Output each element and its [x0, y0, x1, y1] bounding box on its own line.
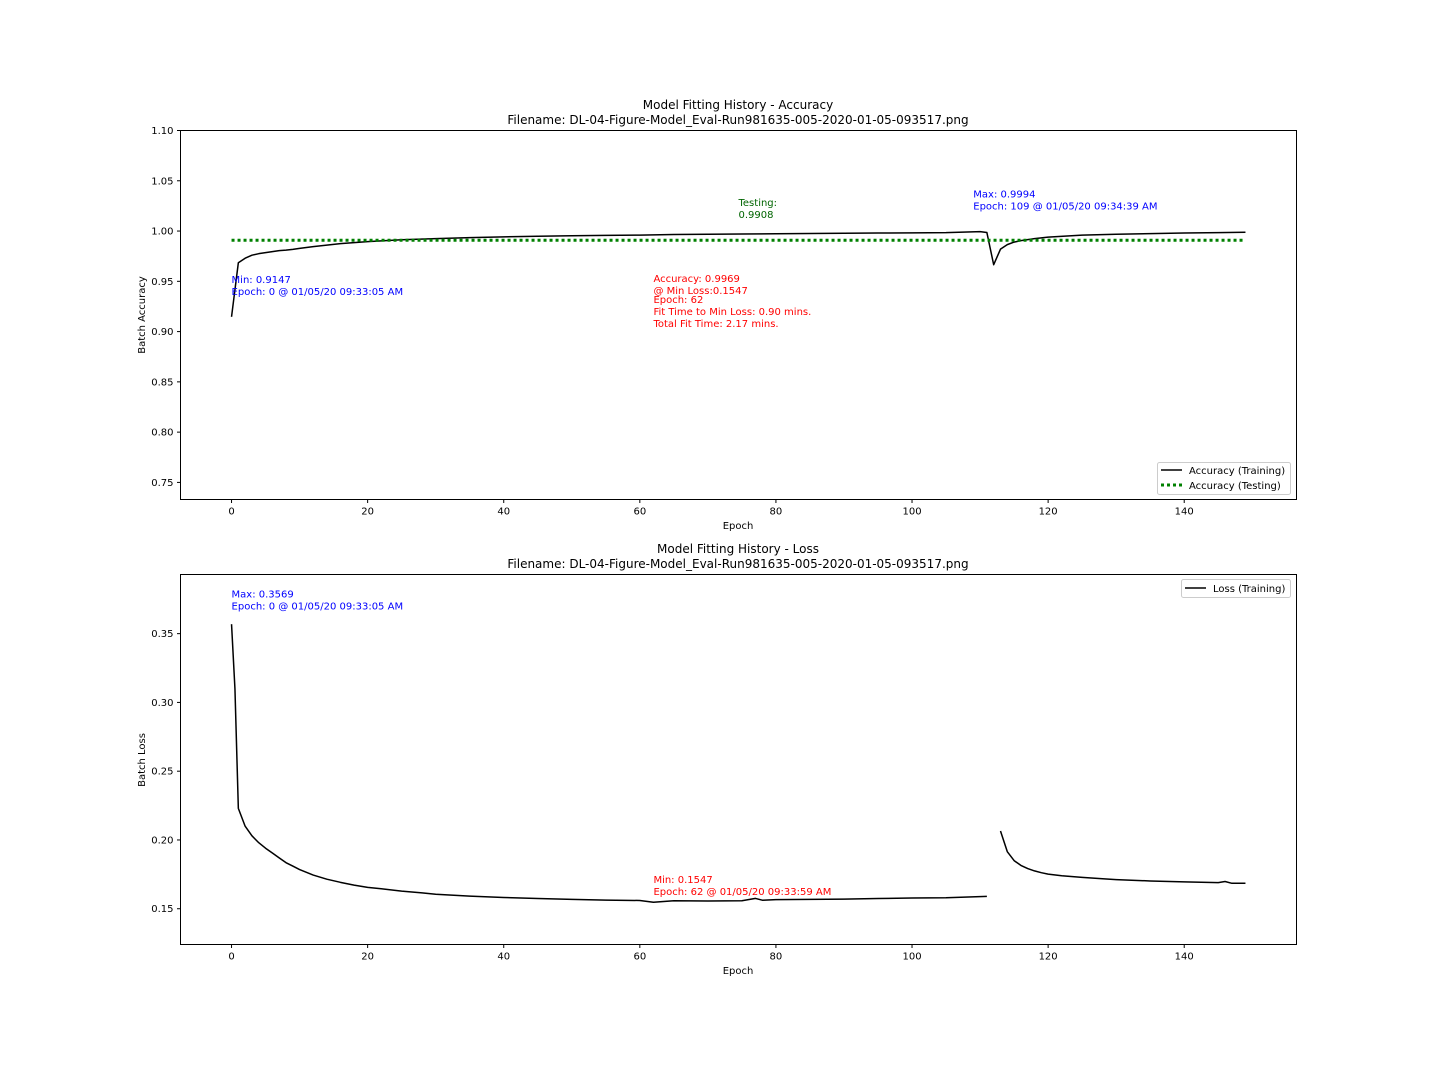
- loss-x-tick-label: 40: [497, 952, 510, 963]
- loss-annotation-2-line: Min: 0.1547: [653, 875, 712, 886]
- accuracy-y-tick-label: 1.00: [151, 227, 173, 238]
- accuracy-annotation-5-line: Total Fit Time: 2.17 mins.: [652, 319, 778, 330]
- accuracy-annotation-3-line: Testing:: [738, 198, 778, 209]
- loss-plot-area: [180, 574, 1297, 945]
- loss-series-1-line: [230, 624, 987, 904]
- accuracy-x-tick-label: 120: [1039, 507, 1058, 518]
- loss-x-tick-label: 80: [770, 952, 783, 963]
- loss-x-tick-label: 0: [228, 952, 234, 963]
- accuracy-y-tick-label: 0.90: [151, 327, 173, 338]
- accuracy-annotation-5-line: Fit Time to Min Loss: 0.90 mins.: [653, 307, 811, 318]
- loss-x-tick-label: 20: [361, 952, 374, 963]
- accuracy-annotation-4-line: @ Min Loss:0.1547: [653, 286, 747, 297]
- accuracy-plot-frame: [180, 130, 1297, 500]
- loss-y-tick-label: 0.25: [151, 767, 173, 778]
- loss-y-tick-label: 0.15: [151, 904, 173, 915]
- accuracy-annotation-1-line: Min: 0.9147: [232, 275, 291, 286]
- accuracy-y-tick-label: 0.75: [151, 478, 173, 489]
- accuracy-x-tick-label: 60: [633, 507, 646, 518]
- loss-series-lines: [230, 624, 1246, 904]
- loss-y-axis-label: Batch Loss: [137, 733, 148, 787]
- loss-y-tick-label: 0.35: [151, 629, 173, 640]
- accuracy-y-tick-label: 0.80: [151, 428, 173, 439]
- loss-x-tick-label: 120: [1039, 952, 1058, 963]
- accuracy-annotation-4-line: Accuracy: 0.9969: [653, 274, 739, 285]
- accuracy-y-axis-label: Batch Accuracy: [137, 276, 148, 354]
- accuracy-x-tick-label: 0: [228, 507, 234, 518]
- loss-x-tick-label: 60: [633, 952, 646, 963]
- accuracy-annotation-2-line: Epoch: 109 @ 01/05/20 09:34:39 AM: [973, 201, 1157, 212]
- loss-x-axis-label: Epoch: [723, 966, 754, 977]
- accuracy-x-tick-label: 40: [497, 507, 510, 518]
- accuracy-legend-label-training: Accuracy (Training): [1189, 466, 1285, 477]
- loss-chart-subtitle: Filename: DL-04-Figure-Model_Eval-Run981…: [507, 557, 968, 571]
- loss-x-axis-ticks: 0 20 40 60 80 100 120 140: [228, 944, 1194, 963]
- accuracy-chart-subtitle: Filename: DL-04-Figure-Model_Eval-Run981…: [507, 113, 968, 127]
- accuracy-y-tick-label: 0.85: [151, 377, 173, 388]
- accuracy-chart-title: Model Fitting History - Accuracy: [643, 98, 833, 112]
- loss-x-tick-label: 100: [902, 952, 921, 963]
- accuracy-annotation-3-line: 0.9908: [739, 210, 774, 221]
- loss-legend: Loss (Training): [1181, 579, 1291, 598]
- accuracy-x-axis-ticks: 0 20 40 60 80 100 120 140: [228, 499, 1194, 518]
- accuracy-series-1-line: [230, 230, 1246, 317]
- accuracy-annotation-5-line: Epoch: 62: [653, 295, 703, 306]
- loss-plot-frame: [180, 574, 1297, 945]
- loss-chart: Model Fitting History - Loss Filename: D…: [137, 542, 1297, 977]
- loss-y-axis-ticks: 0.15 0.20 0.25 0.30 0.35: [151, 629, 181, 915]
- accuracy-legend: Accuracy (Training) Accuracy (Testing): [1157, 462, 1291, 495]
- loss-legend-label-training: Loss (Training): [1213, 584, 1285, 595]
- accuracy-legend-label-testing: Accuracy (Testing): [1189, 481, 1281, 492]
- accuracy-y-axis-ticks: 0.75 0.80 0.85 0.90 0.95 1.00 1.05 1.10: [151, 126, 181, 489]
- accuracy-x-tick-label: 20: [361, 507, 374, 518]
- accuracy-x-tick-label: 140: [1175, 507, 1194, 518]
- accuracy-x-tick-label: 80: [770, 507, 783, 518]
- loss-series-1-line: [999, 830, 1246, 885]
- accuracy-series-lines: [230, 230, 1246, 317]
- accuracy-y-tick-label: 1.05: [151, 176, 173, 187]
- loss-y-tick-label: 0.20: [151, 835, 173, 846]
- accuracy-legend-box: [1157, 462, 1291, 495]
- loss-chart-title: Model Fitting History - Loss: [657, 542, 819, 556]
- accuracy-x-axis-label: Epoch: [723, 521, 754, 532]
- accuracy-y-tick-label: 1.10: [151, 126, 173, 137]
- loss-annotation-1-line: Max: 0.3569: [232, 590, 294, 601]
- accuracy-annotation-2-line: Max: 0.9994: [973, 189, 1035, 200]
- loss-annotation-1-line: Epoch: 0 @ 01/05/20 09:33:05 AM: [232, 602, 404, 613]
- accuracy-annotation-1-line: Epoch: 0 @ 01/05/20 09:33:05 AM: [232, 287, 404, 298]
- accuracy-chart: Model Fitting History - Accuracy Filenam…: [137, 98, 1297, 532]
- accuracy-plot-area: [180, 130, 1297, 500]
- accuracy-x-tick-label: 100: [902, 507, 921, 518]
- loss-y-tick-label: 0.30: [151, 698, 173, 709]
- loss-legend-box: [1181, 579, 1291, 598]
- accuracy-y-tick-label: 0.95: [151, 277, 173, 288]
- loss-annotation-2-line: Epoch: 62 @ 01/05/20 09:33:59 AM: [653, 887, 831, 898]
- loss-x-tick-label: 140: [1175, 952, 1194, 963]
